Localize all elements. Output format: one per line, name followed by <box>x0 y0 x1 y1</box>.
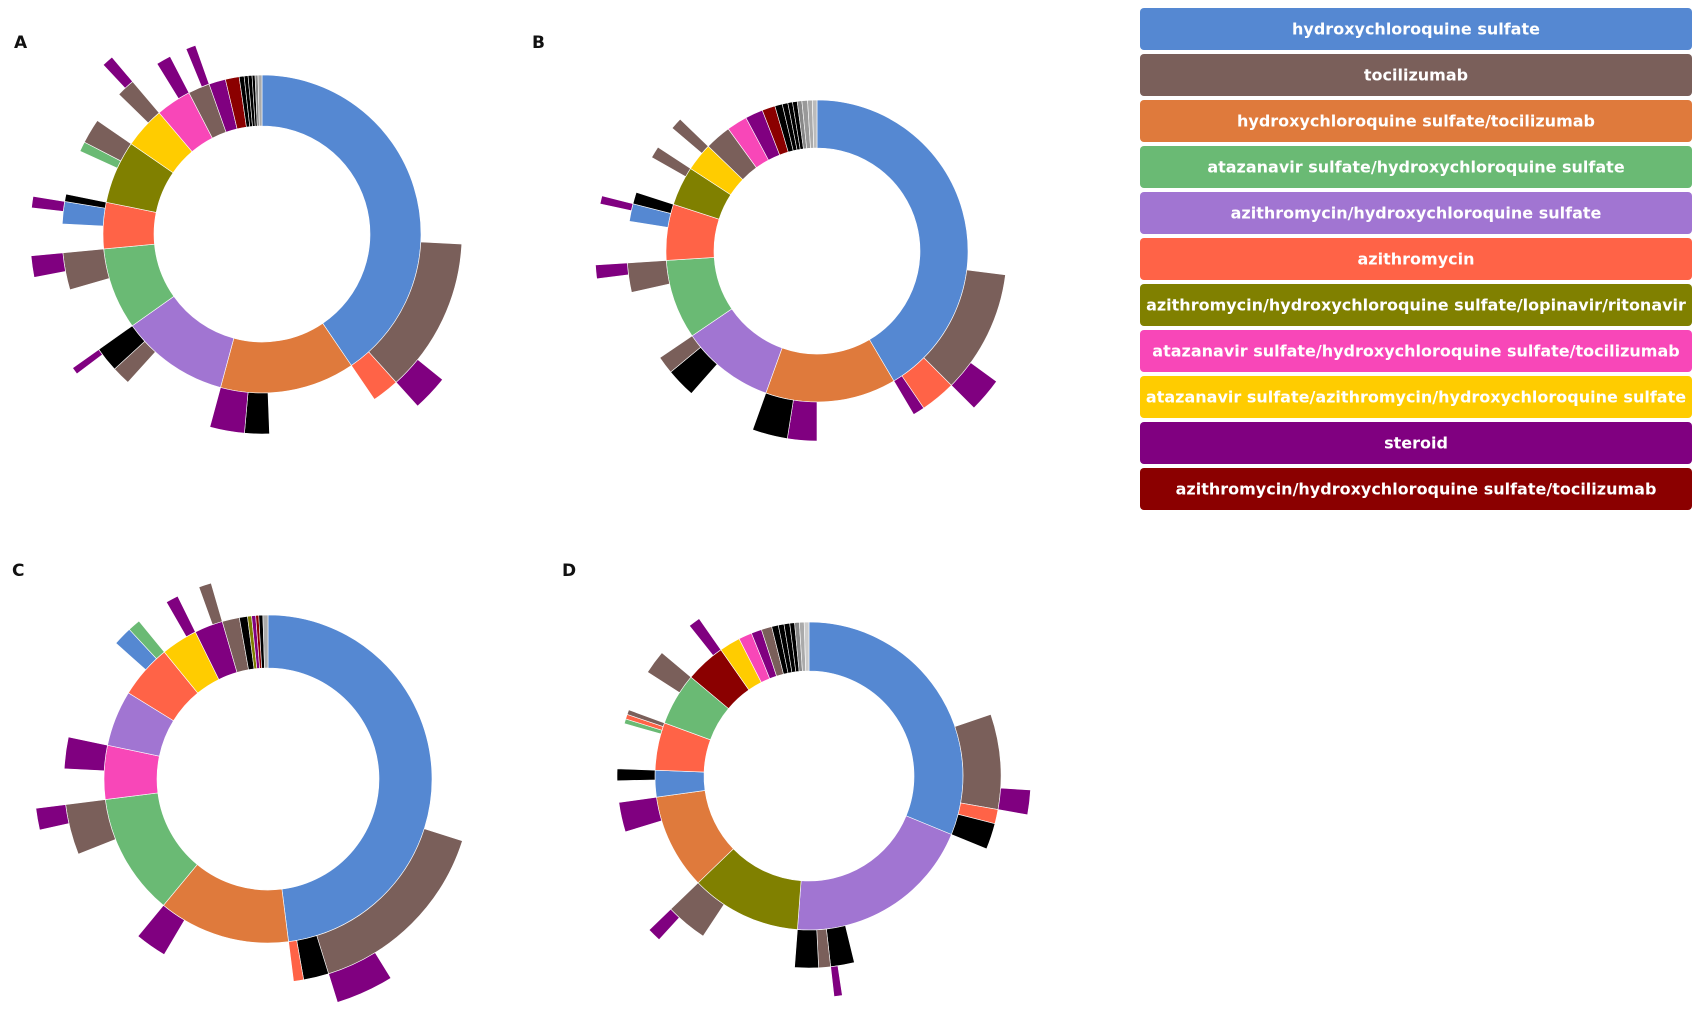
legend-label: steroid <box>1384 434 1448 453</box>
sunburst-segment <box>951 813 996 850</box>
sunburst-segment <box>618 796 663 833</box>
sunburst-segment <box>257 74 263 127</box>
sunburst-segment <box>262 614 269 669</box>
sunburst-segment <box>803 621 810 672</box>
legend-label: azithromycin/hydroxychloroquine sulfate/… <box>1176 480 1657 499</box>
sunburst-segment <box>83 120 132 162</box>
sunburst-segment <box>198 582 223 626</box>
legend-label: hydroxychloroquine sulfate/tocilizumab <box>1237 112 1595 131</box>
sunburst-segment <box>670 882 725 937</box>
legend-label: azithromycin <box>1358 250 1475 269</box>
sunburst-segment <box>893 375 925 415</box>
sunburst-segment <box>31 195 66 212</box>
sunburst-segment <box>137 904 185 956</box>
sunburst-segment <box>288 940 305 982</box>
sunburst-segment <box>752 392 794 440</box>
sunburst-segment <box>950 362 998 409</box>
panel-label: C <box>12 561 24 581</box>
sunburst-segment <box>997 787 1031 816</box>
sunburst-segment <box>797 815 952 931</box>
sunburst-segment <box>395 359 444 407</box>
legend-swatch <box>1140 284 1692 326</box>
sunburst-segment <box>165 595 196 638</box>
sunburst-segment <box>350 351 397 400</box>
legend-swatch <box>1140 8 1692 50</box>
sunburst-segment <box>64 193 107 209</box>
panel-label: A <box>14 33 28 53</box>
sunburst-segment <box>102 56 134 89</box>
sunburst-segment <box>209 387 249 434</box>
legend-label: azithromycin/hydroxychloroquine sulfate/… <box>1146 296 1686 315</box>
sunburst-segment <box>826 925 855 968</box>
sunburst-segment <box>627 260 670 293</box>
legend-swatch <box>1140 146 1692 188</box>
sunburst-segment <box>63 736 108 772</box>
legend-label: atazanavir sulfate/azithromycin/hydroxyc… <box>1146 388 1686 407</box>
sunburst-segment <box>689 618 722 656</box>
sunburst-segment <box>794 929 819 969</box>
sunburst-segment <box>632 191 674 214</box>
sunburst <box>35 582 463 1003</box>
sunburst-segment <box>648 908 680 941</box>
sunburst <box>616 618 1031 997</box>
sunburst-segment <box>626 709 665 727</box>
sunburst-segment <box>651 146 691 178</box>
legend-swatch <box>1140 468 1692 510</box>
sunburst-segment <box>128 620 165 660</box>
sunburst-segment <box>156 55 190 100</box>
sunburst-segment <box>118 81 160 124</box>
sunburst-segment <box>811 99 818 149</box>
legend-swatch <box>1140 422 1692 464</box>
sunburst <box>595 99 1006 442</box>
sunburst-segment <box>830 965 843 997</box>
legend-swatch <box>1140 238 1692 280</box>
sunburst-segment <box>62 248 110 291</box>
sunburst-segment <box>808 621 964 835</box>
legend-label: tocilizumab <box>1364 66 1468 85</box>
sunburst-segment <box>671 118 709 154</box>
sunburst-segment <box>328 952 392 1003</box>
sunburst-segment <box>765 339 895 403</box>
panel-label: B <box>532 33 545 53</box>
sunburst-segment <box>599 195 634 212</box>
sunburst-segment <box>35 804 70 831</box>
legend-swatch <box>1140 54 1692 96</box>
sunburst-segment <box>616 768 656 782</box>
legend-swatch <box>1140 376 1692 418</box>
legend-label: atazanavir sulfate/hydroxychloroquine su… <box>1152 342 1679 361</box>
legend-label: atazanavir sulfate/hydroxychloroquine su… <box>1207 158 1625 177</box>
sunburst-segment <box>244 392 270 435</box>
sunburst-segment <box>595 262 629 280</box>
legend-swatch <box>1140 192 1692 234</box>
sunburst-segment <box>185 45 210 88</box>
legend-swatch <box>1140 330 1692 372</box>
legend-swatch <box>1140 100 1692 142</box>
sunburst-segment <box>98 325 146 370</box>
panel-label: D <box>562 561 576 581</box>
sunburst-segment <box>30 252 66 278</box>
sunburst-segment <box>72 349 103 375</box>
legend-label: hydroxychloroquine sulfate <box>1292 20 1540 39</box>
sunburst-segment <box>647 652 692 694</box>
sunburst <box>30 45 463 435</box>
sunburst-segment <box>659 335 702 373</box>
sunburst-segment <box>65 799 116 855</box>
legend-label: azithromycin/hydroxychloroquine sulfate <box>1231 204 1602 223</box>
